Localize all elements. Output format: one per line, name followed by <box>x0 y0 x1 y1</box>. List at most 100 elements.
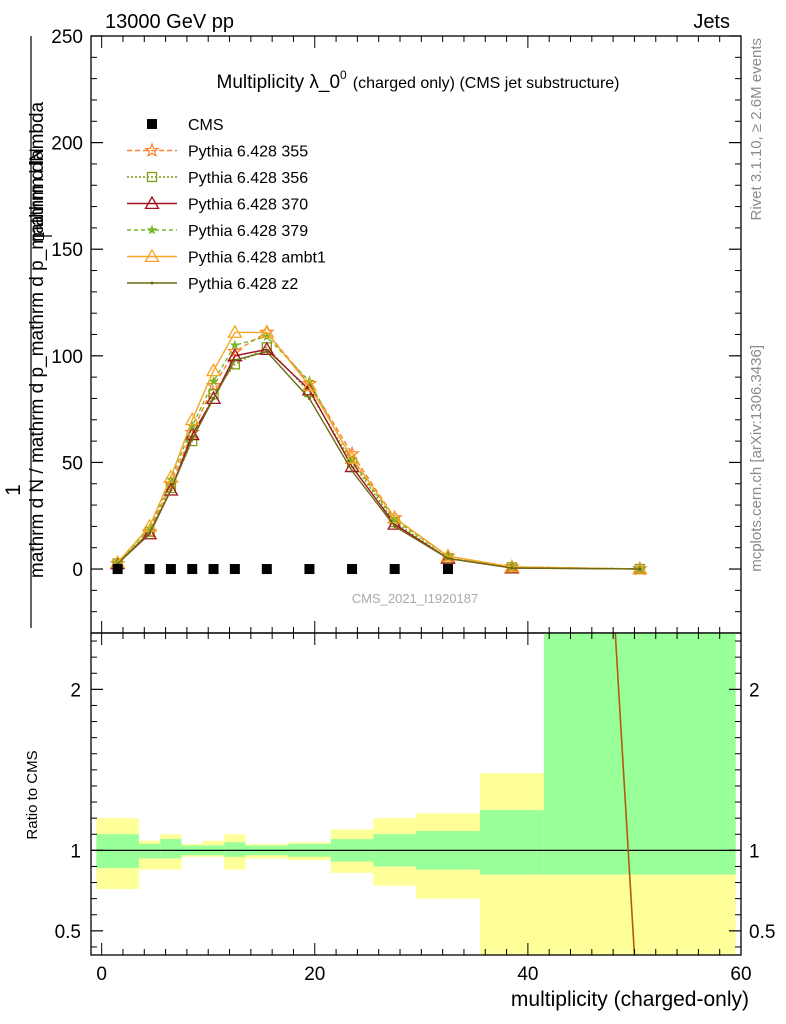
series-line-pythia-6-428-ambt1 <box>117 331 640 570</box>
series-pythia-6-428-379 <box>112 331 645 574</box>
data-point-pythia-6-428-355 <box>205 377 222 393</box>
data-point-pythia-6-428-ambt1 <box>227 324 243 338</box>
x-tick-label: 40 <box>517 964 538 985</box>
ratio-y-tick-label-left: 1 <box>70 841 81 862</box>
data-point-pythia-6-428-379 <box>346 454 358 465</box>
legend-label-pythia-6-428-379: Pythia 6.428 379 <box>188 223 308 240</box>
legend-label-cms: CMS <box>188 117 224 134</box>
data-point-pythia-6-428-ambt1 <box>387 510 403 524</box>
y-tick-label: 150 <box>51 240 83 261</box>
mcplots-label: mcplots.cern.ch [arXiv:1306.3436] <box>748 345 765 572</box>
series-line-pythia-6-428-z2 <box>117 350 640 570</box>
y-tick-label: 100 <box>51 347 83 368</box>
data-point-cms <box>165 564 176 575</box>
series-line-pythia-6-428-370 <box>117 348 640 570</box>
data-point-pythia-6-428-z2 <box>350 469 354 473</box>
data-point-pythia-6-428-370 <box>440 550 456 564</box>
data-point-pythia-6-428-z2 <box>393 524 397 528</box>
data-point-pythia-6-428-356 <box>187 435 198 447</box>
data-point-pythia-6-428-z2 <box>307 396 311 400</box>
series-line-pythia-6-428-356 <box>117 346 640 570</box>
ratio-stat-uncertainty-band <box>160 839 182 859</box>
data-point-pythia-6-428-ambt1 <box>184 411 200 426</box>
data-point-cms <box>229 564 240 575</box>
ylabel-num-text: 1 <box>2 484 25 496</box>
x-axis-label: multiplicity (charged-only) <box>511 988 749 1011</box>
data-point-cms <box>389 564 400 575</box>
data-point-pythia-6-428-ambt1 <box>205 362 222 377</box>
legend-marker-cms <box>147 119 157 129</box>
data-point-pythia-6-428-z2 <box>510 566 514 570</box>
y-tick-label: 50 <box>62 453 83 474</box>
data-point-pythia-6-428-379 <box>229 339 240 350</box>
data-point-pythia-6-428-z2 <box>446 556 450 560</box>
main-y-axis-label: 1 mathrm dN mathrm d N / mathrm d p_math… <box>2 36 55 628</box>
legend: CMS Pythia 6.428 355 Pythia 6.428 356 Pythi… <box>127 117 326 293</box>
x-tick-label: 60 <box>730 964 751 985</box>
ylabel-sub-text: T <box>40 232 55 240</box>
data-point-pythia-6-428-z2 <box>233 358 237 362</box>
legend-label-pythia-6-428-356: Pythia 6.428 356 <box>188 170 308 187</box>
y-tick-label: 0 <box>72 560 83 581</box>
ylabel-den-text: mathrm d N / mathrm d p_mathrm d p_mathr… <box>27 101 48 578</box>
series-line-pythia-6-428-355 <box>117 331 640 570</box>
data-point-pythia-6-428-ambt1 <box>259 324 275 338</box>
header-right-label: Jets <box>693 11 730 33</box>
ratio-y-tick-label-right: 2 <box>749 680 760 701</box>
main-title: Multiplicity λ_00 (charged only) (CMS jet… <box>217 68 620 93</box>
data-point-cms <box>347 564 358 575</box>
title-sup-text: 0 <box>340 68 347 82</box>
legend-marker-pythia-6-428-355 <box>144 142 160 158</box>
y-tick-label: 200 <box>51 134 83 155</box>
series-pythia-6-428-370 <box>110 341 648 575</box>
data-point-pythia-6-428-379 <box>208 376 219 386</box>
ratio-y-tick-label-left: 2 <box>70 680 81 701</box>
ratio-stat-uncertainty-band <box>96 834 139 869</box>
series-cms <box>112 564 453 575</box>
legend-marker-pythia-6-428-ambt1 <box>144 248 160 263</box>
data-point-pythia-6-428-ambt1 <box>344 450 360 464</box>
data-point-pythia-6-428-z2 <box>169 488 173 492</box>
data-point-pythia-6-428-370 <box>205 390 222 404</box>
data-point-pythia-6-428-ambt1 <box>504 559 520 573</box>
ratio-y-axis-label: Ratio to CMS <box>24 750 41 839</box>
x-tick-label: 20 <box>304 964 325 985</box>
data-point-pythia-6-428-370 <box>301 382 318 396</box>
y-tick-label: 250 <box>51 27 83 48</box>
legend-label-pythia-6-428-ambt1: Pythia 6.428 ambt1 <box>188 250 326 267</box>
ratio-y-tick-label-right: 0.5 <box>749 922 775 943</box>
ratio-stat-uncertainty-band <box>479 810 544 875</box>
legend-marker-pythia-6-428-z2 <box>150 281 154 285</box>
series-pythia-6-428-355 <box>109 324 648 576</box>
data-point-pythia-6-428-z2 <box>190 437 194 441</box>
data-point-pythia-6-428-z2 <box>148 531 152 535</box>
legend-label-pythia-6-428-370: Pythia 6.428 370 <box>188 197 308 214</box>
ratio-stat-uncertainty-band <box>543 633 736 875</box>
header-left-label: 13000 GeV pp <box>105 11 234 33</box>
ratio-mc-line <box>614 632 636 956</box>
data-point-pythia-6-428-370 <box>259 341 275 355</box>
series-pythia-6-428-z2 <box>116 350 642 571</box>
data-point-pythia-6-428-379 <box>389 514 400 525</box>
data-point-pythia-6-428-370 <box>387 516 403 530</box>
data-point-pythia-6-428-355 <box>227 343 243 359</box>
data-point-pythia-6-428-z2 <box>212 396 216 400</box>
ratio-y-tick-label-right: 1 <box>749 841 760 862</box>
data-point-cms <box>112 564 123 575</box>
ylabel-num2-text: mathrm dN <box>27 148 48 242</box>
title-main-text: Multiplicity λ_0 <box>217 72 341 93</box>
watermark-label: CMS_2021_I1920187 <box>352 591 479 606</box>
data-point-pythia-6-428-z2 <box>265 350 269 354</box>
data-point-pythia-6-428-370 <box>163 482 179 496</box>
ratio-stat-uncertainty-band <box>224 842 246 857</box>
legend-marker-pythia-6-428-356 <box>146 171 158 183</box>
series-pythia-6-428-356 <box>112 342 645 575</box>
data-point-pythia-6-428-379 <box>261 331 272 341</box>
legend-marker-pythia-6-428-379 <box>146 224 158 235</box>
ratio-plot-frame <box>90 632 742 956</box>
data-point-cms <box>187 564 198 575</box>
x-tick-label: 0 <box>96 964 107 985</box>
data-point-pythia-6-428-ambt1 <box>440 548 456 562</box>
data-point-pythia-6-428-ambt1 <box>632 561 648 575</box>
